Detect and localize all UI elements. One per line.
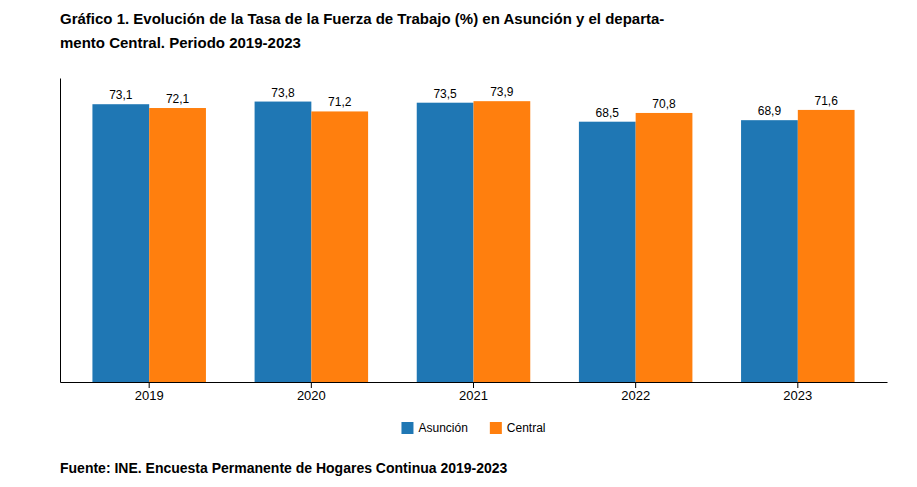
- x-tick-label: 2022: [621, 388, 650, 403]
- legend-swatch: [401, 422, 413, 434]
- legend-item: Central: [490, 421, 546, 435]
- x-tick: 2022: [621, 382, 650, 403]
- plot: 73,1 73,8 73,5 68,5 68,9 72,1 71,2 73,9 70,8 71,6…: [61, 79, 888, 404]
- bar: [149, 108, 206, 382]
- chart: Gráfico 1. Evolución de la Tasa de la Fu…: [0, 0, 917, 487]
- title-line: mento Central. Periodo 2019-2023: [60, 34, 301, 51]
- bar: [579, 122, 636, 382]
- x-axis: 2019 2020 2021 2022 2023: [61, 382, 888, 403]
- x-tick: 2021: [459, 382, 488, 403]
- y-axis: [60, 79, 61, 383]
- data-label: 73,1: [109, 88, 133, 102]
- data-label: 72,1: [166, 92, 190, 106]
- x-tick-mark: [473, 382, 474, 388]
- data-label: 68,5: [596, 106, 620, 120]
- x-tick-mark: [149, 382, 150, 388]
- bar: [311, 111, 368, 382]
- legend-item: Asunción: [401, 421, 467, 435]
- x-tick: 2023: [783, 382, 812, 403]
- legend: Asunción Central: [401, 421, 545, 435]
- bar: [474, 101, 531, 382]
- bar: [798, 110, 855, 382]
- series: [92, 102, 797, 382]
- data-label: 73,8: [271, 86, 295, 100]
- x-tick: 2019: [135, 382, 164, 403]
- series: [149, 101, 854, 382]
- x-tick: 2020: [297, 382, 326, 403]
- legend-swatch: [490, 422, 502, 434]
- data-label: 70,8: [652, 97, 676, 111]
- bar: [255, 102, 312, 382]
- data-label: 68,9: [758, 104, 782, 118]
- data-labels: 73,1 73,8 73,5 68,5 68,9 72,1 71,2 73,9 70,8 71,6: [109, 85, 838, 120]
- x-tick-label: 2023: [783, 388, 812, 403]
- bar: [417, 103, 474, 382]
- data-label: 73,5: [433, 87, 457, 101]
- title-line: Gráfico 1. Evolución de la Tasa de la Fu…: [60, 10, 664, 27]
- y-axis-line: [60, 79, 61, 383]
- footnote: Fuente: INE. Encuesta Permanente de Hoga…: [60, 460, 508, 476]
- bars: [92, 101, 854, 382]
- bar: [741, 120, 798, 382]
- x-tick-mark: [797, 382, 798, 388]
- bar: [92, 104, 149, 382]
- legend-label: Central: [507, 421, 546, 435]
- data-label: 71,2: [328, 95, 352, 109]
- x-tick-label: 2020: [297, 388, 326, 403]
- x-tick-mark: [311, 382, 312, 388]
- bar: [636, 113, 693, 382]
- legend-label: Asunción: [418, 421, 467, 435]
- x-tick-label: 2019: [135, 388, 164, 403]
- data-label: 73,9: [490, 85, 514, 99]
- x-tick-label: 2021: [459, 388, 488, 403]
- x-tick-mark: [635, 382, 636, 388]
- title: Gráfico 1. Evolución de la Tasa de la Fu…: [60, 10, 664, 51]
- data-label: 71,6: [815, 94, 839, 108]
